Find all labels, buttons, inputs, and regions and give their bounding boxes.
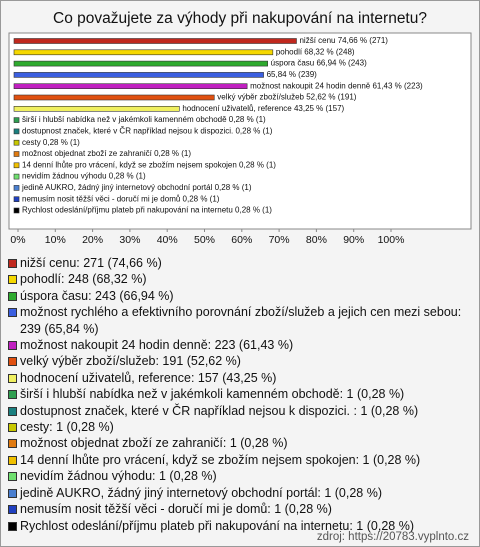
value-label: velký výběr zboží/služeb 52,62 % (191) bbox=[217, 93, 357, 102]
x-tick-label: 100% bbox=[378, 234, 405, 246]
legend-label: 14 denní lhůte pro vrácení, když se zbož… bbox=[20, 452, 421, 467]
legend-item: velký výběr zboží/služeb: 191 (52,62 %) bbox=[7, 353, 469, 369]
legend-label: možnost rychlého a efektivního porovnání… bbox=[20, 305, 462, 336]
x-tick-label: 0% bbox=[10, 234, 25, 246]
legend-label: jedině AUKRO, žádný jiný internetový obc… bbox=[20, 485, 383, 500]
bar bbox=[13, 60, 268, 67]
x-tick-label: 30% bbox=[119, 234, 140, 246]
bar bbox=[13, 128, 20, 135]
legend-label: širší i hlubší nabídka než v jakémkoli k… bbox=[20, 387, 405, 402]
legend-swatch bbox=[8, 291, 17, 301]
value-label: nižší cenu 74,66 % (271) bbox=[299, 36, 388, 45]
legend: nižší cenu: 271 (74,66 %) pohodlí: 248 (6… bbox=[7, 255, 469, 534]
legend-label: dostupnost značek, které v ČR například … bbox=[20, 403, 419, 418]
bar bbox=[13, 117, 20, 123]
legend-swatch bbox=[8, 390, 17, 400]
legend-item: nevidím žádnou výhodu: 1 (0,28 %) bbox=[7, 468, 469, 484]
bar bbox=[13, 151, 20, 157]
value-label: jedině AUKRO, žádný jiný internetový obc… bbox=[21, 183, 252, 192]
legend-item: možnost nakoupit 24 hodin denně: 223 (61… bbox=[7, 337, 469, 353]
legend-label: Rychlost odeslání/příjmu plateb při naku… bbox=[20, 518, 414, 533]
legend-swatch bbox=[8, 455, 17, 465]
bar bbox=[13, 106, 180, 112]
legend-item: pohodlí: 248 (68,32 %) bbox=[7, 271, 469, 287]
x-tick-label: 50% bbox=[194, 234, 215, 246]
source: zdroj: https://20783.vyplnto.cz bbox=[316, 531, 469, 543]
legend-label: nevidím žádnou výhodu: 1 (0,28 %) bbox=[20, 469, 217, 484]
legend-swatch bbox=[8, 521, 17, 531]
value-label: možnost nakoupit 24 hodin denně 61,43 % … bbox=[250, 81, 423, 90]
legend-item: možnost objednat zboží ze zahraničí: 1 (… bbox=[7, 435, 469, 451]
x-tick-label: 70% bbox=[269, 234, 290, 246]
value-label: dostupnost značek, které v ČR například … bbox=[22, 127, 273, 136]
bar bbox=[13, 207, 20, 214]
legend-item: nemusím nosit těžší věci - doručí mi je … bbox=[7, 501, 469, 517]
x-tick-label: 40% bbox=[157, 234, 178, 246]
legend-label: možnost objednat zboží ze zahraničí: 1 (… bbox=[20, 436, 288, 451]
legend-item: širší i hlubší nabídka než v jakémkoli k… bbox=[7, 386, 469, 402]
chart: Co považujete za výhody při nakupování n… bbox=[8, 10, 472, 246]
legend-item: jedině AUKRO, žádný jiný internetový obc… bbox=[7, 485, 469, 501]
legend-label: pohodlí: 248 (68,32 %) bbox=[20, 272, 147, 287]
legend-swatch bbox=[8, 472, 17, 482]
x-tick-label: 20% bbox=[82, 234, 103, 246]
legend-swatch bbox=[8, 439, 17, 449]
legend-label: úspora času: 243 (66,94 %) bbox=[20, 288, 174, 303]
value-label: úspora času 66,94 % (243) bbox=[271, 59, 367, 68]
bar bbox=[13, 94, 215, 101]
value-label: nemusím nosit těžší věci - doručí mi je … bbox=[22, 194, 220, 203]
legend-swatch bbox=[8, 308, 17, 318]
legend-swatch bbox=[8, 357, 17, 367]
value-label: širší i hlubší nabídka než v jakémkoli k… bbox=[22, 115, 266, 124]
bar bbox=[13, 83, 248, 89]
legend-swatch bbox=[8, 406, 17, 416]
legend-item: 14 denní lhůte pro vrácení, když se zbož… bbox=[7, 452, 469, 468]
value-label: pohodlí 68,32 % (248) bbox=[276, 47, 355, 56]
legend-swatch bbox=[8, 341, 17, 351]
value-label: Rychlost odeslání/příjmu plateb při naku… bbox=[22, 206, 272, 215]
legend-swatch bbox=[8, 259, 17, 268]
x-tick-label: 10% bbox=[45, 234, 66, 246]
legend-label: nemusím nosit těžší věci - doručí mi je … bbox=[20, 502, 332, 517]
legend-item: úspora času: 243 (66,94 %) bbox=[7, 288, 469, 304]
legend-label: možnost nakoupit 24 hodin denně: 223 (61… bbox=[20, 338, 294, 353]
value-label: 65,84 % (239) bbox=[267, 70, 318, 79]
value-label: možnost objednat zboží ze zahraničí 0,28… bbox=[22, 149, 191, 158]
legend-swatch bbox=[8, 505, 17, 515]
bar bbox=[13, 72, 264, 78]
legend-label: hodnocení uživatelů, reference: 157 (43,… bbox=[20, 370, 277, 385]
value-label: nevidím žádnou výhodu 0,28 % (1) bbox=[22, 172, 146, 181]
x-tick-label: 60% bbox=[231, 234, 252, 246]
x-tick-label: 90% bbox=[343, 234, 364, 246]
value-label: hodnocení uživatelů, reference 43,25 % (… bbox=[182, 104, 344, 113]
legend-item: cesty: 1 (0,28 %) bbox=[7, 419, 469, 435]
bar bbox=[13, 185, 20, 191]
legend-swatch bbox=[8, 275, 17, 285]
legend-label: velký výběr zboží/služeb: 191 (52,62 %) bbox=[20, 354, 241, 369]
legend-item: Rychlost odeslání/příjmu plateb při naku… bbox=[7, 518, 469, 534]
x-tick-label: 80% bbox=[306, 234, 327, 246]
bar bbox=[13, 196, 20, 202]
bar bbox=[13, 173, 20, 180]
legend-swatch bbox=[8, 423, 17, 433]
bar bbox=[13, 162, 20, 169]
legend-swatch bbox=[8, 488, 17, 498]
bar bbox=[13, 139, 20, 146]
legend-item: nižší cenu: 271 (74,66 %) bbox=[7, 255, 469, 271]
value-label: cesty 0,28 % (1) bbox=[22, 138, 80, 147]
legend-label: nižší cenu: 271 (74,66 %) bbox=[20, 256, 162, 270]
legend-item: hodnocení uživatelů, reference: 157 (43,… bbox=[7, 370, 469, 386]
bar bbox=[13, 49, 274, 56]
chart-title: Co považujete za výhody při nakupování n… bbox=[53, 10, 427, 27]
legend-item: dostupnost značek, které v ČR například … bbox=[7, 403, 469, 419]
legend-swatch bbox=[8, 373, 17, 383]
legend-label: cesty: 1 (0,28 %) bbox=[20, 420, 114, 435]
value-label: 14 denní lhůte pro vrácení, když se zbož… bbox=[22, 160, 276, 169]
legend-item: možnost rychlého a efektivního porovnání… bbox=[7, 304, 469, 337]
bar bbox=[13, 38, 297, 44]
